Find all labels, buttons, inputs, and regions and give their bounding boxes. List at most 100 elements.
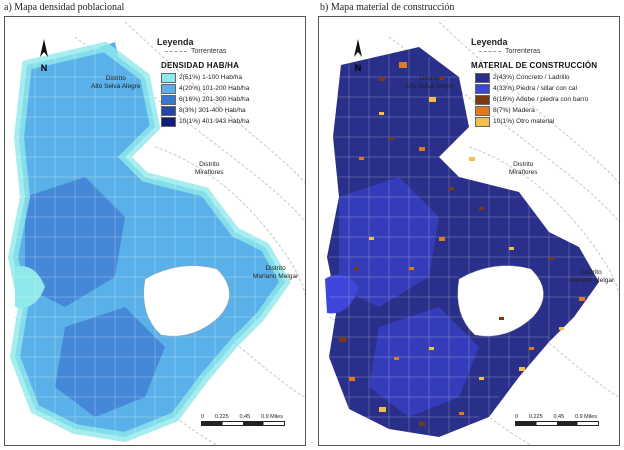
torrenteras-legend: Torrenteras [479, 48, 540, 55]
material-legend-item: 2(43%) Concreto / Ladrillo [475, 72, 588, 83]
material-patch [409, 267, 414, 270]
urban-fill [325, 47, 599, 437]
material-legend-swatch [475, 105, 490, 116]
legend-title: Leyenda [157, 37, 194, 47]
material-legend-label: 4(33%) Piedra / sillar con cal [493, 85, 577, 92]
density-legend-label: 2(51%) 1-100 Hab/ha [179, 74, 243, 81]
density-legend-item: 2(51%) 1-100 Hab/ha [161, 72, 249, 83]
material-legend-item: 4(33%) Piedra / sillar con cal [475, 83, 588, 94]
material-patch [379, 77, 385, 81]
legend-title: Leyenda [471, 37, 508, 47]
material-legend-item: 6(16%) Adobe / piedra con barro [475, 94, 588, 105]
material-legend-label: 6(16%) Adobe / piedra con barro [493, 96, 589, 103]
density-legend-label: 4(20%) 101-200 Hab/ha [179, 85, 250, 92]
material-legend-swatch [475, 116, 490, 127]
material-legend-label: 10(1%) Otro material [493, 118, 555, 125]
material-patch [369, 237, 374, 240]
north-arrow: N [351, 37, 365, 73]
density-legend-item: 10(1%) 401-943 Hab/ha [161, 116, 249, 127]
material-patch [439, 237, 445, 241]
material-patch [429, 347, 434, 350]
material-legend-label: 2(43%) Concreto / Ladrillo [493, 74, 570, 81]
torrenteras-line-icon [165, 51, 187, 52]
material-patch [549, 257, 554, 260]
material-patch [339, 337, 346, 342]
material-patch [394, 357, 399, 360]
material-patch [379, 112, 384, 115]
street-grid [329, 47, 599, 435]
scale-tick: 0.45 [553, 414, 565, 420]
street-grid [15, 47, 285, 435]
density-map-panel: N Leyenda Torrenteras DENSIDAD HAB/HA 2(… [4, 16, 306, 446]
caption-right: b) Mapa material de construcción [320, 2, 455, 13]
material-legend-swatch [475, 83, 490, 94]
scale-tick: 0 [515, 414, 519, 420]
material-patch [479, 207, 484, 210]
north-arrow-icon [354, 39, 362, 57]
north-label: N [354, 63, 362, 73]
material-patch [439, 77, 444, 80]
scale-tick: 0 [201, 414, 205, 420]
open-space-small [15, 266, 45, 308]
torrenteras-label: Torrenteras [505, 48, 541, 55]
north-arrow: N [37, 37, 51, 73]
density-legend-item: 6(16%) 201-300 Hab/ha [161, 94, 249, 105]
scale-tick: 0.225 [214, 414, 229, 420]
material-patch [399, 62, 407, 68]
north-label: N [40, 63, 48, 73]
material-map [325, 21, 619, 445]
material-patch [519, 367, 525, 371]
density-legend-swatch [161, 72, 176, 83]
material-patch [479, 377, 484, 380]
density-legend: 2(51%) 1-100 Hab/ha 4(20%) 101-200 Hab/ha… [161, 72, 249, 127]
scale-tick: 0.45 [239, 414, 251, 420]
material-legend-item: 10(1%) Otro material [475, 116, 588, 127]
scale-tick: 0.9 Miles [574, 414, 597, 420]
material-map-panel: N Leyenda Torrenteras MATERIAL DE CONSTR… [318, 16, 620, 446]
density-legend-item: 8(3%) 301-400 Hab/ha [161, 105, 249, 116]
scale-tick: 0.225 [528, 414, 543, 420]
material-patch [419, 147, 425, 151]
material-patch [389, 137, 394, 140]
material-patch [559, 327, 564, 330]
density-map [7, 21, 305, 445]
district-miraflores: Distrito Miraflores [509, 161, 538, 176]
material-legend-header: MATERIAL DE CONSTRUCCIÓN [471, 61, 598, 70]
material-legend-swatch [475, 72, 490, 83]
material-patch [379, 407, 386, 412]
material-patch [499, 317, 504, 320]
caption-left: a) Mapa densidad poblacional [4, 2, 125, 13]
district-miraflores: Distrito Miraflores [195, 161, 224, 176]
density-legend-swatch [161, 83, 176, 94]
torrenteras-line-icon [479, 51, 501, 52]
material-legend-item: 8(7%) Madera [475, 105, 588, 116]
density-legend-swatch [161, 94, 176, 105]
material-patch [469, 157, 475, 161]
material-patch [349, 377, 355, 381]
material-patch [449, 187, 454, 190]
torrenteras-label: Torrenteras [191, 48, 227, 55]
material-legend-label: 8(7%) Madera [493, 107, 535, 114]
material-patch [579, 297, 585, 301]
material-patch [419, 422, 425, 426]
density-legend-label: 6(16%) 201-300 Hab/ha [179, 96, 250, 103]
material-patches [339, 62, 585, 426]
material-patch [359, 157, 364, 160]
district-mariano-melgar: Distrito Mariano Melgar [569, 269, 615, 284]
material-patch [354, 267, 359, 270]
density-legend-swatch [161, 105, 176, 116]
scale-bar-graphic [201, 421, 285, 426]
material-legend-swatch [475, 94, 490, 105]
density-legend-label: 8(3%) 301-400 Hab/ha [179, 107, 246, 114]
district-mariano-melgar: Distrito Mariano Melgar [253, 265, 299, 280]
density-legend-header: DENSIDAD HAB/HA [161, 61, 240, 70]
open-space [143, 265, 230, 337]
density-legend-swatch [161, 116, 176, 127]
open-space [457, 265, 544, 337]
material-patch [509, 247, 514, 250]
material-patch [429, 97, 436, 102]
district-alto-selva-alegre: Distrito Alto Selva Alegre [91, 75, 141, 90]
north-arrow-icon [40, 39, 48, 57]
material-patch [529, 347, 534, 350]
torrenteras-legend: Torrenteras [165, 48, 226, 55]
